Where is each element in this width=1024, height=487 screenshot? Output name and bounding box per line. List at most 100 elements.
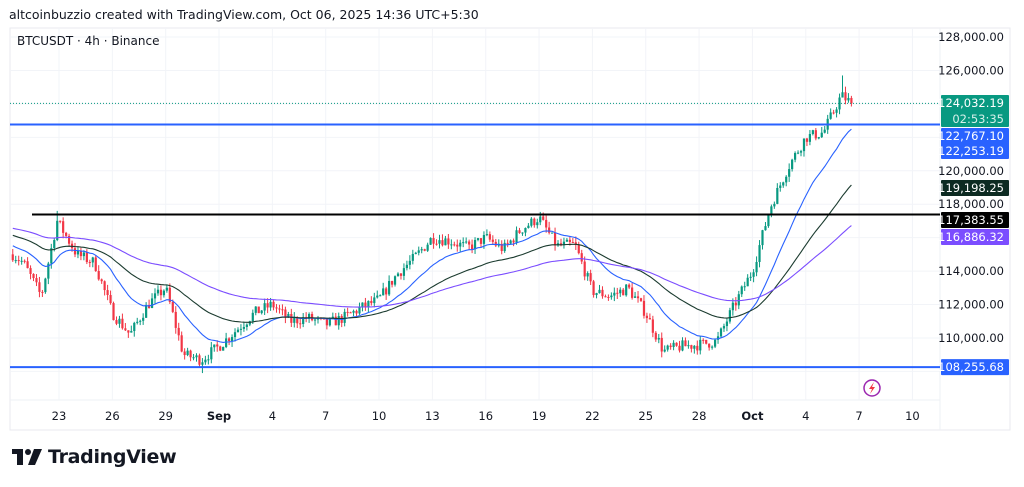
candle-body (429, 238, 432, 245)
time-tick-label: 28 (692, 409, 707, 423)
candle-body (550, 232, 554, 234)
candle-body (539, 216, 542, 223)
candle-body (438, 240, 441, 244)
candle-body (785, 176, 788, 183)
candle-body (236, 329, 240, 333)
candle-body (752, 272, 755, 277)
candle-body (823, 129, 826, 133)
candle-body (788, 169, 791, 177)
candle-body (346, 311, 349, 313)
candle-body (485, 234, 489, 236)
candle-body (405, 264, 408, 269)
candle-body (328, 318, 331, 326)
moving-average-line-2 (12, 184, 852, 323)
candle-body (216, 344, 219, 347)
candle-body (239, 328, 243, 330)
candle-body (699, 339, 702, 351)
lightning-icon[interactable] (863, 379, 881, 397)
candle-body (734, 302, 737, 306)
candle-body (334, 316, 337, 326)
candle-body (613, 292, 616, 296)
candle-body (106, 290, 109, 296)
candle-body (156, 289, 160, 294)
candle-body (832, 112, 835, 114)
time-tick-label: 7 (322, 409, 329, 423)
candle-body (260, 310, 263, 314)
candle-body (746, 277, 749, 287)
time-tick-label: 10 (905, 409, 920, 423)
candle-body (343, 311, 346, 323)
candle-body (574, 242, 577, 246)
time-tick-label: Oct (741, 409, 764, 423)
candle-body (355, 310, 358, 314)
candle-body (770, 206, 773, 215)
candle-body (73, 248, 77, 255)
candle-body (610, 295, 613, 298)
ma-slow-price-tag (941, 229, 1009, 245)
candle-body (716, 336, 720, 340)
candle-body (233, 332, 237, 338)
candle-body (672, 342, 675, 348)
time-tick-label: 23 (52, 409, 67, 423)
candle-body (633, 296, 637, 298)
candle-body (793, 153, 797, 160)
candle-body (65, 232, 68, 236)
candle-body (47, 263, 50, 279)
candle-body (835, 109, 838, 113)
tradingview-logo[interactable]: TradingView (12, 446, 177, 468)
candle-body (411, 253, 414, 261)
candle-body (192, 357, 195, 359)
candle-body (385, 288, 388, 295)
symbol-title: BTCUSDT · 4h · Binance (17, 34, 160, 48)
level-price-label: 122,767.10 (938, 129, 1004, 143)
candle-body (479, 238, 483, 244)
candle-body (524, 228, 527, 233)
candle-body (660, 337, 663, 352)
candle-body (79, 250, 83, 257)
candle-body (284, 309, 287, 318)
candle-body (186, 350, 189, 356)
candle-body (88, 262, 91, 264)
ma-mid-price-label: 119,198.25 (938, 181, 1004, 195)
candle-body (254, 306, 257, 313)
candle-body (210, 347, 213, 360)
candle-body (127, 330, 130, 333)
candle-body (162, 290, 166, 296)
candle-body (838, 97, 841, 110)
candle-body (761, 230, 764, 246)
candle-body (820, 132, 823, 138)
candle-body (17, 260, 20, 262)
candle-body (53, 240, 56, 249)
candle-body (799, 151, 803, 153)
candle-body (639, 298, 643, 301)
candle-body (444, 238, 447, 246)
ma-mid-price-tag (941, 180, 1009, 196)
candle-body (527, 225, 530, 229)
candle-body (657, 337, 660, 340)
candle-body (473, 239, 477, 250)
candle-body (503, 242, 506, 252)
candle-body (287, 314, 290, 318)
candle-body (174, 311, 177, 328)
candle-body (417, 250, 420, 253)
candle-body (645, 315, 649, 319)
chart-frame (9, 27, 1011, 431)
candle-body (388, 280, 391, 295)
candle-body (693, 345, 696, 349)
candle-body (290, 314, 293, 323)
candle-body (773, 203, 776, 207)
candle-body (177, 327, 180, 336)
candle-body (82, 252, 85, 257)
candle-body (207, 359, 210, 361)
candle-body (248, 321, 251, 325)
level-price-tag (941, 128, 1009, 159)
candle-body (509, 240, 512, 244)
candle-body (358, 307, 361, 314)
candle-body (642, 300, 646, 316)
candle-body (133, 322, 136, 332)
candle-body (222, 347, 225, 351)
candle-body (278, 308, 281, 310)
candle-body (230, 337, 234, 342)
candle-body (743, 286, 746, 288)
